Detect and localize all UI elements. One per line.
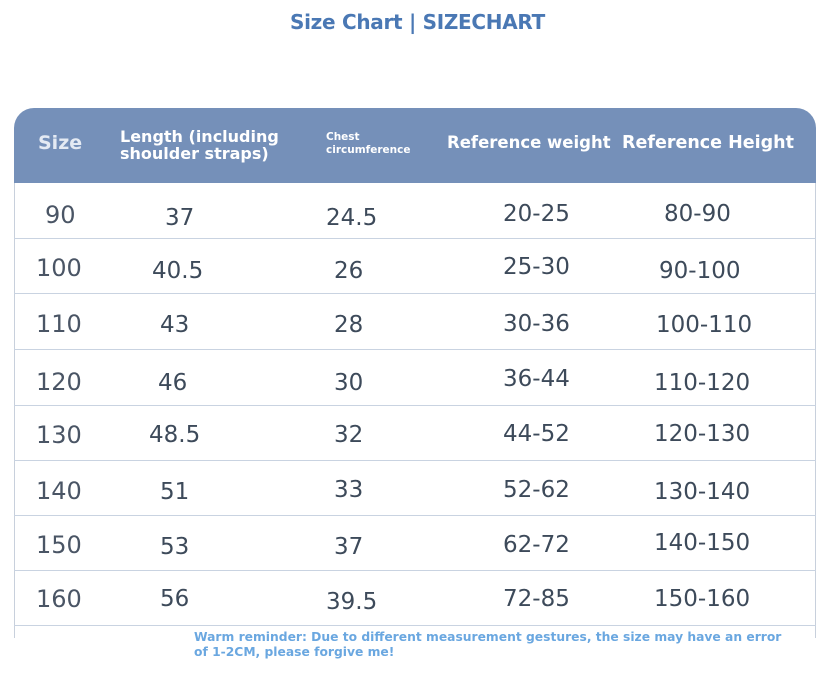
- cell-size: 130: [36, 421, 82, 449]
- header-weight: Reference weight: [447, 133, 611, 152]
- cell-length: 40.5: [152, 258, 204, 284]
- cell-size: 160: [36, 585, 82, 613]
- table-row: 140 51 33 52-62 130-140: [14, 461, 816, 516]
- cell-length: 43: [160, 312, 190, 338]
- cell-chest: 37: [334, 534, 364, 560]
- table-header: Size Length (including shoulder straps) …: [14, 108, 816, 183]
- header-chest-line1: Chest: [326, 131, 360, 143]
- header-size: Size: [38, 132, 83, 154]
- cell-size: 140: [36, 477, 82, 505]
- cell-chest: 26: [334, 258, 364, 284]
- cell-height: 80-90: [664, 201, 731, 227]
- size-chart-table: Size Length (including shoulder straps) …: [14, 108, 816, 638]
- table-row: 150 53 37 62-72 140-150: [14, 516, 816, 571]
- cell-height: 150-160: [654, 586, 751, 612]
- warm-reminder-note: Warm reminder: Due to different measurem…: [194, 630, 814, 659]
- table-left-border: [14, 183, 15, 638]
- cell-weight: 44-52: [503, 421, 570, 447]
- cell-size: 100: [36, 254, 82, 282]
- cell-chest: 32: [334, 422, 364, 448]
- cell-length: 37: [165, 205, 195, 231]
- table-row: 120 46 30 36-44 110-120: [14, 350, 816, 406]
- cell-length: 53: [160, 534, 190, 560]
- cell-size: 110: [36, 310, 82, 338]
- cell-chest: 30: [334, 370, 364, 396]
- cell-height: 110-120: [654, 370, 751, 396]
- cell-weight: 30-36: [503, 311, 570, 337]
- header-length-line2: shoulder straps): [120, 143, 269, 163]
- cell-height: 140-150: [654, 530, 751, 556]
- table-row: 100 40.5 26 25-30 90-100: [14, 239, 816, 294]
- cell-height: 100-110: [656, 312, 753, 338]
- cell-size: 150: [36, 531, 82, 559]
- header-length: Length (including shoulder straps): [120, 127, 300, 163]
- cell-size: 120: [36, 368, 82, 396]
- header-height: Reference Height: [622, 133, 794, 153]
- cell-weight: 20-25: [503, 201, 570, 227]
- table-row: 110 43 28 30-36 100-110: [14, 294, 816, 350]
- table-row: 90 37 24.5 20-25 80-90: [14, 183, 816, 239]
- header-chest-line2: circumference: [326, 143, 411, 156]
- header-chest: Chest circumference: [326, 131, 436, 156]
- header-length-line1: Length (including: [120, 127, 279, 146]
- cell-length: 51: [160, 479, 190, 505]
- cell-length: 56: [160, 586, 190, 612]
- cell-weight: 36-44: [503, 366, 570, 392]
- cell-weight: 62-72: [503, 532, 570, 558]
- cell-chest: 24.5: [326, 205, 378, 231]
- cell-weight: 25-30: [503, 254, 570, 280]
- cell-weight: 52-62: [503, 477, 570, 503]
- cell-chest: 39.5: [326, 589, 378, 615]
- cell-height: 120-130: [654, 421, 751, 447]
- cell-height: 130-140: [654, 479, 751, 505]
- cell-weight: 72-85: [503, 586, 570, 612]
- cell-length: 46: [158, 370, 188, 396]
- table-row: 130 48.5 32 44-52 120-130: [14, 406, 816, 461]
- page-title: Size Chart | SIZECHART: [290, 10, 545, 34]
- note-line1: Warm reminder: Due to different measurem…: [194, 630, 782, 644]
- table-right-border: [815, 183, 816, 638]
- note-line2: of 1-2CM, please forgive me!: [194, 644, 395, 659]
- table-row: 160 56 39.5 72-85 150-160: [14, 571, 816, 626]
- cell-chest: 28: [334, 312, 364, 338]
- cell-height: 90-100: [659, 258, 741, 284]
- cell-size: 90: [45, 201, 76, 229]
- cell-chest: 33: [334, 477, 364, 503]
- cell-length: 48.5: [149, 422, 201, 448]
